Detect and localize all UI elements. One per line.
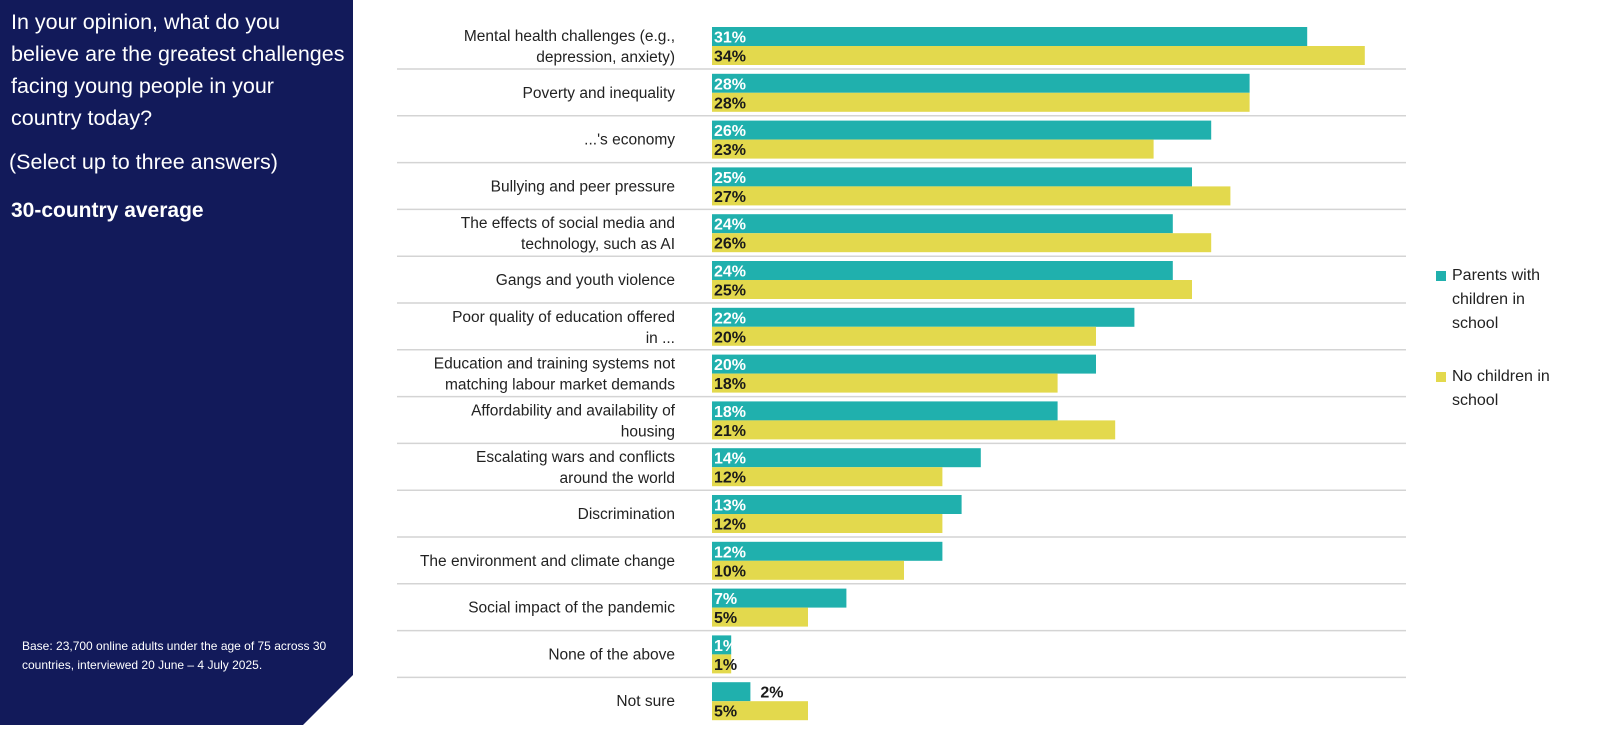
bar [712, 214, 1173, 234]
data-label: 28% [714, 95, 746, 112]
bar [712, 92, 1250, 112]
category-label: ...'s economy [584, 132, 675, 149]
data-label: 34% [714, 49, 746, 66]
base-note: Base: 23,700 online adults under the age… [22, 639, 327, 672]
category-label: None of the above [548, 646, 675, 663]
data-label: 5% [714, 610, 737, 627]
bar [712, 27, 1308, 46]
subtitle: 30-country average [11, 199, 204, 222]
bar [712, 73, 1250, 93]
data-label: 26% [714, 236, 746, 253]
data-label: 13% [714, 498, 746, 515]
data-label: 23% [714, 142, 746, 159]
category-label: Social impact of the pandemic [468, 600, 675, 617]
bar [712, 167, 1192, 187]
data-label: 24% [714, 217, 746, 234]
data-label: 10% [714, 563, 746, 580]
bar [712, 607, 808, 627]
instruction-text: (Select up to three answers) [9, 150, 278, 174]
legend-swatch-yellow [1436, 372, 1446, 382]
bar [712, 326, 1096, 346]
bar [712, 420, 1116, 440]
category-label: Mental health challenges (e.g., depressio… [464, 28, 675, 66]
data-label: 1% [714, 638, 737, 655]
bar [712, 120, 1212, 140]
data-label: 20% [714, 357, 746, 374]
data-label: 12% [714, 517, 746, 534]
bar [712, 701, 808, 721]
data-label: 25% [714, 170, 746, 187]
data-label: 12% [714, 544, 746, 561]
bar [712, 467, 943, 487]
bar [712, 654, 732, 674]
bar [712, 514, 943, 533]
bar [712, 541, 943, 561]
category-label: Escalating wars and conflicts around the … [476, 449, 675, 487]
bar [712, 588, 847, 608]
legend-label: Parents with children in school [1452, 267, 1541, 332]
data-label: 22% [714, 310, 746, 327]
bar [712, 139, 1154, 159]
bar [712, 560, 904, 580]
data-label: 24% [714, 264, 746, 281]
data-label: 25% [714, 283, 746, 300]
bar [712, 401, 1058, 421]
bar [712, 448, 981, 468]
data-label: 5% [714, 704, 737, 721]
category-label: Affordability and availability of housing [471, 402, 676, 440]
data-label: 1% [714, 657, 737, 674]
data-label: 18% [714, 376, 746, 393]
bar [712, 46, 1365, 65]
bar [712, 261, 1173, 280]
category-label: Discrimination [578, 506, 675, 523]
bar [712, 233, 1212, 253]
bar [712, 307, 1135, 327]
bar [712, 280, 1192, 299]
question-panel: In your opinion, what do you believe are… [0, 0, 353, 725]
data-label: 2% [760, 685, 783, 702]
data-label: 12% [714, 470, 746, 487]
legend-swatch-teal [1436, 271, 1446, 281]
data-label: 28% [714, 76, 746, 93]
category-label: Poor quality of education offered in ... [452, 309, 675, 347]
category-label: Gangs and youth violence [496, 272, 675, 289]
legend-item-parents: Parents with children in school [1436, 264, 1552, 336]
category-label: The effects of social media and technolog… [461, 215, 675, 253]
bar [712, 495, 962, 514]
data-label: 7% [714, 591, 737, 608]
category-label: Bullying and peer pressure [491, 178, 675, 195]
category-label: Not sure [616, 693, 675, 710]
question-text: In your opinion, what do you believe are… [11, 10, 345, 130]
category-label: Education and training systems not matchi… [434, 356, 676, 394]
data-label: 21% [714, 423, 746, 440]
bar [712, 373, 1058, 393]
bar [712, 354, 1096, 374]
bar [712, 186, 1231, 206]
data-label: 18% [714, 404, 746, 421]
data-label: 14% [714, 451, 746, 468]
data-label: 20% [714, 329, 746, 346]
bar [712, 635, 732, 655]
bar [712, 682, 751, 702]
data-label: 27% [714, 189, 746, 206]
category-label: The environment and climate change [420, 553, 675, 570]
legend-item-no-children: No children in school [1436, 365, 1552, 413]
category-label: Poverty and inequality [522, 85, 675, 102]
data-label: 31% [714, 30, 746, 47]
legend-label: No children in school [1452, 368, 1550, 409]
data-label: 26% [714, 123, 746, 140]
